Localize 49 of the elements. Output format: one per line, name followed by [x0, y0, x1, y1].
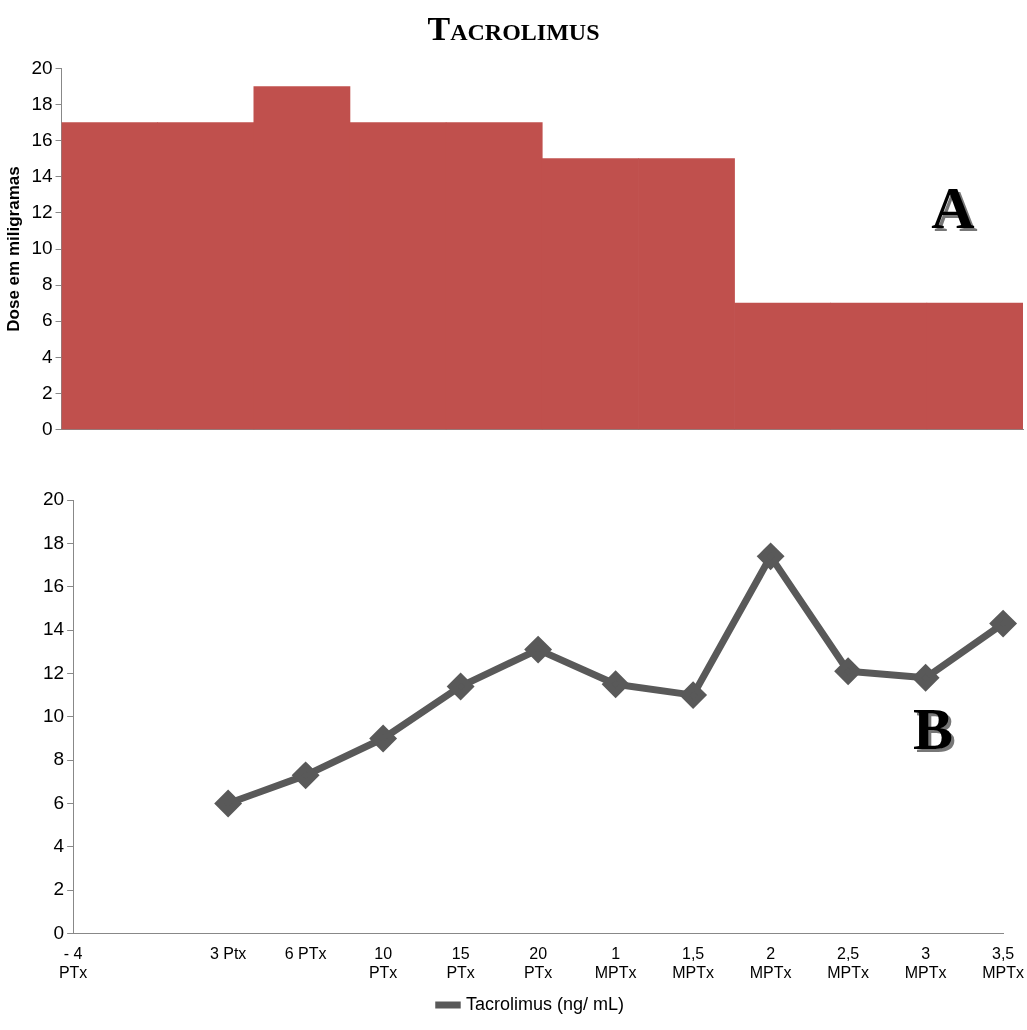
y-tick-label: 20: [42, 488, 65, 510]
y-tick-label: 12: [31, 201, 53, 223]
x-tick-label: 2 MPTx: [749, 944, 792, 981]
legend-label: Tacrolimus (ng/ mL): [465, 993, 625, 1014]
x-tick-label: 1 MPTx: [594, 944, 637, 981]
y-tick-label: 10: [42, 705, 65, 727]
x-tick-label: 2,5 MPTx: [827, 944, 870, 981]
x-tick-label: 3,5 MPTx: [982, 944, 1024, 981]
y-tick-label: 0: [41, 417, 53, 439]
y-tick-label: 14: [42, 618, 65, 640]
point: [990, 611, 1016, 637]
point: [215, 791, 241, 817]
y-tick-label: 16: [42, 574, 65, 596]
y-tick-label: 16: [31, 128, 53, 150]
y-axis-title: Dose em miligramas: [3, 166, 23, 332]
y-tick-label: 6: [53, 791, 65, 813]
point: [370, 725, 396, 751]
chart-title: Tacrolimus: [426, 10, 601, 49]
y-tick-label: 12: [42, 661, 65, 683]
x-tick-label: 20 PTx: [523, 944, 553, 981]
y-tick-label: 2: [53, 878, 65, 900]
y-tick-label: 18: [42, 531, 65, 553]
point: [603, 671, 629, 697]
point: [680, 682, 706, 708]
point: [835, 658, 861, 684]
y-tick-label: 14: [31, 164, 53, 186]
x-tick-label: 6 PTx: [284, 944, 327, 962]
point: [758, 543, 784, 569]
y-tick-label: 6: [41, 309, 53, 331]
y-tick-label: 4: [41, 345, 53, 367]
y-tick-label: 8: [53, 748, 65, 770]
y-tick-label: 20: [31, 56, 53, 78]
y-tick-label: 0: [53, 921, 65, 943]
x-tick-label: 3 MPTx: [904, 944, 947, 981]
x-tick-label: 15 PTx: [446, 944, 475, 981]
x-tick-label: - 4 PTx: [58, 944, 88, 981]
y-tick-label: 2: [41, 381, 53, 403]
y-tick-label: 8: [41, 273, 53, 295]
x-tick-label: 1,5 MPTx: [672, 944, 715, 981]
point: [913, 665, 939, 691]
x-tick-label: 3 Ptx: [209, 944, 247, 962]
y-tick-label: 10: [31, 237, 53, 259]
x-tick-label: 10 PTx: [368, 944, 398, 981]
point: [293, 762, 319, 788]
point: [448, 673, 474, 699]
y-tick-label: 4: [53, 835, 65, 857]
annotation: B: [916, 698, 957, 765]
y-tick-label: 18: [31, 92, 53, 114]
point: [525, 637, 551, 663]
